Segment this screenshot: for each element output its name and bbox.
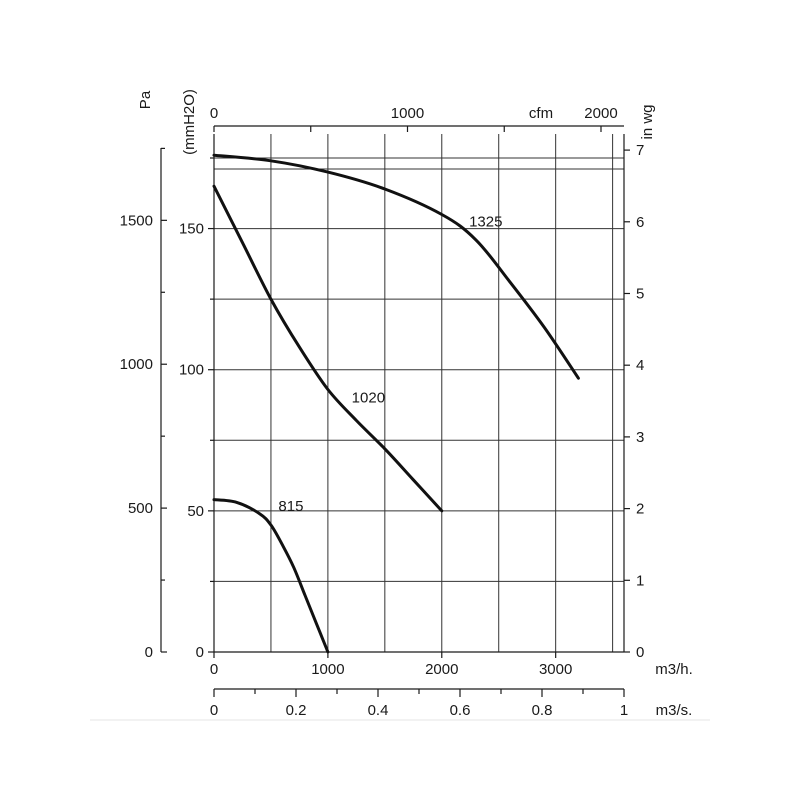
inwg-tick-label: 1 [636,572,644,589]
m3s-tick-label: 1 [620,702,628,719]
mmh2o-tick-label: 150 [179,221,204,238]
inwg-tick-label: 4 [636,357,644,374]
labels: 0 1000 2000cfm050010001500Pa050100150(mmH2… [120,89,693,719]
inwg-tick-label: 2 [636,501,644,518]
curves [212,153,580,654]
m3h-axis-unit: m3/h. [655,661,693,678]
pa-tick-label: 500 [128,500,153,517]
inwg-tick-label: 0 [636,644,644,661]
curve-label-1325: 1325 [469,213,502,230]
inwg-tick-label: 7 [636,142,644,159]
pa-tick-label: 0 [145,644,153,661]
m3s-tick-label: 0.2 [286,702,307,719]
grid [214,134,624,652]
m3h-tick-label: 0 [210,661,218,678]
m3h-tick-label: 1000 [311,661,344,678]
m3s-tick-label: 0 [210,702,218,719]
curve-815 [212,498,330,654]
curve-1020 [212,184,444,513]
pa-tick-label: 1000 [120,356,153,373]
mmh2o-axis-unit: (mmH2O) [181,89,198,155]
m3s-tick-label: 0.8 [532,702,553,719]
inwg-tick-label: 6 [636,214,644,231]
mmh2o-tick-label: 100 [179,362,204,379]
top-tick-label: 1000 [391,105,424,122]
curve-label-815: 815 [278,498,303,515]
top-axis-unit: cfm [529,105,553,122]
top-tick-label: 0 [210,105,218,122]
m3h-tick-label: 3000 [539,661,572,678]
m3s-tick-label: 0.6 [450,702,471,719]
axes [90,125,710,721]
top-tick-label: 2000 [584,105,617,122]
m3s-tick-label: 0.4 [368,702,389,719]
pa-tick-label: 1500 [120,212,153,229]
inwg-tick-label: 3 [636,429,644,446]
mmh2o-tick-label: 0 [196,644,204,661]
mmh2o-tick-label: 50 [187,503,204,520]
inwg-tick-label: 5 [636,285,644,302]
m3s-axis-unit: m3/s. [656,702,693,719]
m3h-tick-label: 2000 [425,661,458,678]
inwg-axis-unit: in wg [639,104,656,139]
pa-axis-unit: Pa [137,90,154,109]
curve-1325 [212,153,580,380]
curve-label-1020: 1020 [352,390,385,407]
